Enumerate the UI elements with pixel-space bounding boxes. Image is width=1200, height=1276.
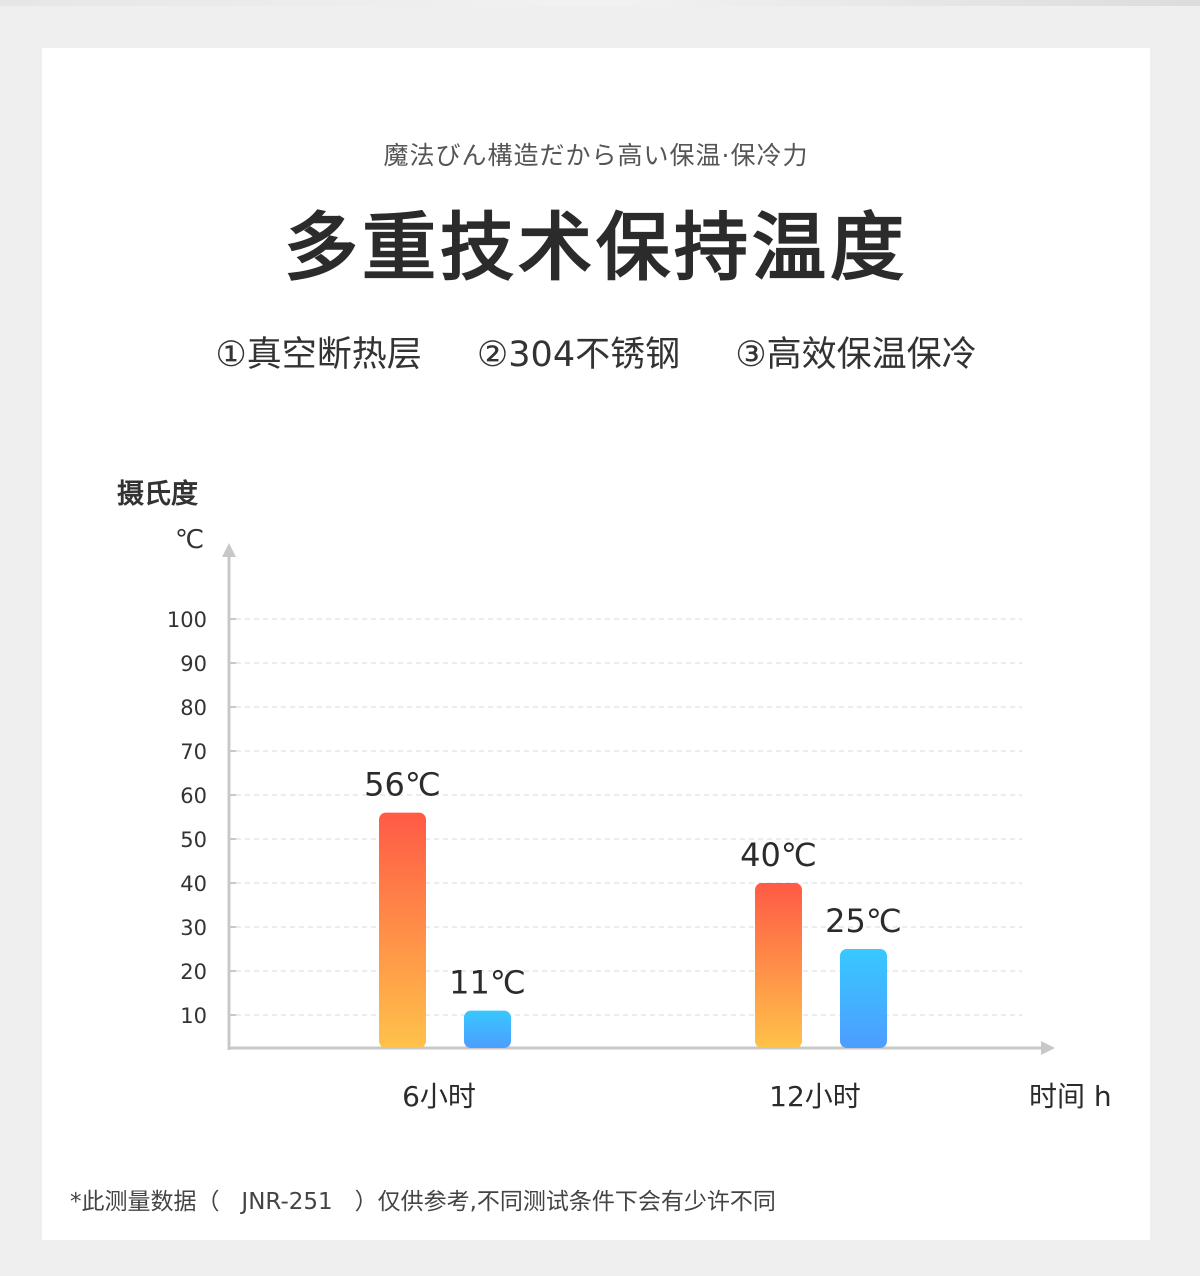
y-axis-unit: ℃ [175, 525, 204, 555]
y-tick-label: 70 [180, 740, 207, 764]
bar-hot [755, 883, 802, 1048]
data-label: 40℃ [740, 836, 817, 874]
feature-list: ①真空断热层 ②304不锈钢 ③高效保温保冷 [42, 326, 1150, 377]
footnote: *此测量数据（ JNR-251 ）仅供参考,不同测试条件下会有少许不同 [70, 1189, 776, 1215]
y-tick-label: 60 [180, 784, 207, 808]
y-axis-label: 摄氏度 [117, 478, 198, 510]
data-labels: 56℃ 11℃ 40℃25℃ [364, 766, 902, 1002]
subtitle: 魔法びん構造だから高い保温·保冷力 [383, 141, 809, 170]
page-title: 多重技术保持温度 [284, 205, 908, 291]
x-axis-arrow [1041, 1041, 1055, 1055]
y-tick-label: 10 [180, 1004, 207, 1028]
x-categories: 6小时 12小时 [402, 1080, 861, 1113]
x-category-label: 6小时 [402, 1080, 476, 1113]
bar-hot [379, 812, 426, 1048]
bars [379, 812, 887, 1048]
y-tick-label: 40 [180, 872, 207, 896]
content-card: 魔法びん構造だから高い保温·保冷力 多重技术保持温度 ①真空断热层 ②304不锈… [42, 48, 1150, 1240]
y-tick-label: 20 [180, 960, 207, 984]
y-tick-label: 100 [167, 608, 207, 632]
grid-lines [236, 618, 1022, 1016]
x-category-label: 12小时 [769, 1080, 861, 1113]
feature-steel: ②304不锈钢 [476, 335, 681, 375]
data-label: 25℃ [825, 902, 902, 940]
x-axis-label: 时间 h [1029, 1080, 1112, 1113]
top-strip [0, 0, 1200, 6]
feature-insulation: ③高效保温保冷 [735, 335, 977, 375]
bar-cold [840, 949, 887, 1048]
y-ticks: 10 20 30 40 50 60 70 80 90 100 [167, 608, 236, 1028]
feature-vacuum: ①真空断热层 [215, 335, 422, 375]
data-label: 56℃ [364, 766, 441, 804]
y-tick-label: 30 [180, 916, 207, 940]
bar-cold [464, 1010, 511, 1048]
axes [222, 543, 1055, 1055]
y-tick-label: 90 [180, 652, 207, 676]
y-tick-label: 80 [180, 696, 207, 720]
y-tick-label: 50 [180, 828, 207, 852]
data-label: 11℃ [449, 964, 526, 1002]
y-axis-arrow [222, 543, 236, 557]
